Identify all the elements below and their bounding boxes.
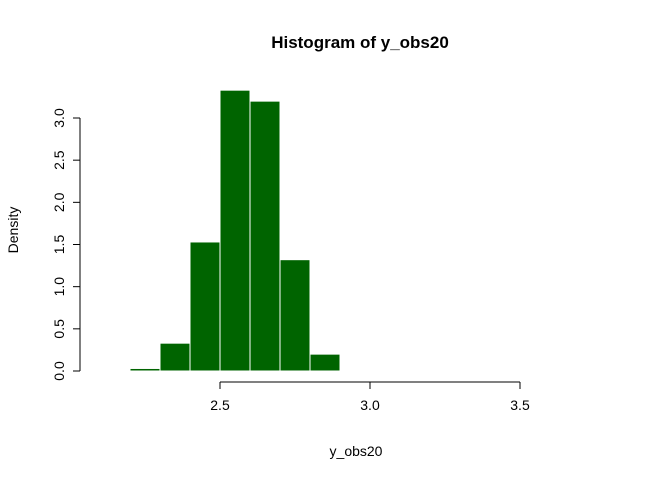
bars-group [129,89,371,372]
x-axis-label: y_obs20 [330,443,383,459]
histogram-bar [159,342,191,372]
y-tick-label: 0.5 [51,319,67,339]
y-tick-label: 0.0 [51,361,67,381]
histogram-bar [279,259,311,372]
y-tick-label: 2.5 [51,150,67,170]
histogram-bar [129,367,161,372]
y-axis: 0.0 0.5 1.0 1.5 2.0 2.5 3.0 [51,108,81,381]
x-tick-label: 3.0 [360,397,380,413]
y-tick-label: 1.5 [51,235,67,255]
chart-title: Histogram of y_obs20 [271,33,449,52]
y-tick-label: 3.0 [51,108,67,128]
y-axis-label: Density [5,207,21,254]
x-tick-label: 2.5 [210,397,230,413]
histogram-bar [219,89,251,372]
x-tick-label: 3.5 [510,397,530,413]
histogram-bar [339,369,371,372]
y-tick-label: 1.0 [51,277,67,297]
histogram-bar [309,353,341,372]
x-axis: 2.5 3.0 3.5 [210,381,530,413]
histogram-bar [249,100,281,372]
y-tick-label: 2.0 [51,192,67,212]
histogram-bar [189,241,221,372]
